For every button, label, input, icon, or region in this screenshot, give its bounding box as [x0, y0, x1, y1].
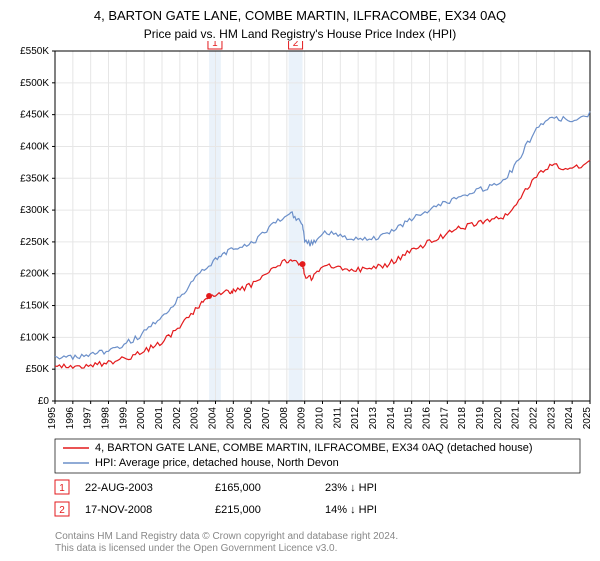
event-date: 22-AUG-2003	[85, 482, 153, 494]
chart-svg: £0 £50K £100K £150K £200K £250K £300K £350K £400…	[0, 41, 600, 561]
y-tick-label: £0	[38, 396, 50, 407]
x-tick-label: 2011	[332, 407, 343, 429]
x-tick-label: 2008	[279, 407, 290, 430]
legend-label: HPI: Average price, detached house, Nort…	[95, 457, 339, 469]
event-num: 1	[59, 483, 65, 494]
x-tick-label: 2024	[564, 407, 575, 430]
highlight-band	[289, 51, 303, 401]
y-tick-label: £350K	[20, 173, 49, 184]
y-tick-label: £100K	[20, 332, 49, 343]
x-tick-label: 2018	[457, 407, 468, 430]
event-price: £215,000	[215, 504, 261, 516]
event-delta: 14% ↓ HPI	[325, 504, 377, 516]
x-tick-label: 2019	[475, 407, 486, 430]
event-price: £165,000	[215, 482, 261, 494]
x-tick-label: 1997	[83, 407, 94, 430]
sale-marker	[300, 261, 306, 267]
x-tick-label: 2020	[493, 407, 504, 430]
chart-container: 4, BARTON GATE LANE, COMBE MARTIN, ILFRA…	[0, 0, 600, 560]
x-tick-label: 2014	[386, 407, 397, 430]
event-num: 2	[59, 505, 65, 516]
highlight-band	[209, 51, 221, 401]
footer-line: Contains HM Land Registry data © Crown c…	[55, 531, 398, 542]
y-tick-label: £250K	[20, 237, 49, 248]
x-tick-label: 2003	[190, 407, 201, 430]
x-tick-label: 2006	[243, 407, 254, 430]
x-tick-label: 1995	[47, 407, 58, 430]
x-tick-label: 2009	[297, 407, 308, 430]
y-tick-label: £450K	[20, 110, 49, 121]
x-tick-label: 2002	[172, 407, 183, 430]
y-tick-label: £200K	[20, 269, 49, 280]
x-tick-label: 2001	[154, 407, 165, 430]
x-tick-label: 1999	[118, 407, 129, 430]
event-date: 17-NOV-2008	[85, 504, 152, 516]
y-tick-label: £300K	[20, 205, 49, 216]
x-tick-label: 2000	[136, 407, 147, 430]
x-tick-label: 2007	[261, 407, 272, 430]
x-tick-label: 2004	[208, 407, 219, 430]
y-tick-label: £150K	[20, 301, 49, 312]
x-tick-label: 2017	[439, 407, 450, 430]
chart-subtitle: Price paid vs. HM Land Registry's House …	[0, 23, 600, 41]
sale-marker	[206, 293, 212, 299]
x-tick-label: 2015	[404, 407, 415, 430]
chart-title: 4, BARTON GATE LANE, COMBE MARTIN, ILFRA…	[0, 0, 600, 23]
event-marker-num: 1	[212, 41, 218, 49]
x-tick-label: 2023	[546, 407, 557, 430]
x-tick-label: 2025	[582, 407, 593, 430]
y-tick-label: £400K	[20, 141, 49, 152]
y-tick-label: £550K	[20, 46, 49, 57]
footer-line: This data is licensed under the Open Gov…	[55, 543, 337, 554]
y-tick-label: £500K	[20, 78, 49, 89]
legend-label: 4, BARTON GATE LANE, COMBE MARTIN, ILFRA…	[95, 442, 533, 454]
x-tick-label: 2021	[511, 407, 522, 430]
x-tick-label: 2013	[368, 407, 379, 430]
x-tick-label: 2022	[529, 407, 540, 430]
x-tick-label: 1996	[65, 407, 76, 430]
x-tick-label: 2005	[225, 407, 236, 430]
event-marker-num: 2	[293, 41, 299, 49]
x-tick-label: 1998	[101, 407, 112, 430]
x-tick-label: 2012	[350, 407, 361, 430]
y-tick-label: £50K	[26, 364, 50, 375]
x-tick-label: 2016	[422, 407, 433, 430]
event-delta: 23% ↓ HPI	[325, 482, 377, 494]
x-tick-label: 2010	[315, 407, 326, 430]
